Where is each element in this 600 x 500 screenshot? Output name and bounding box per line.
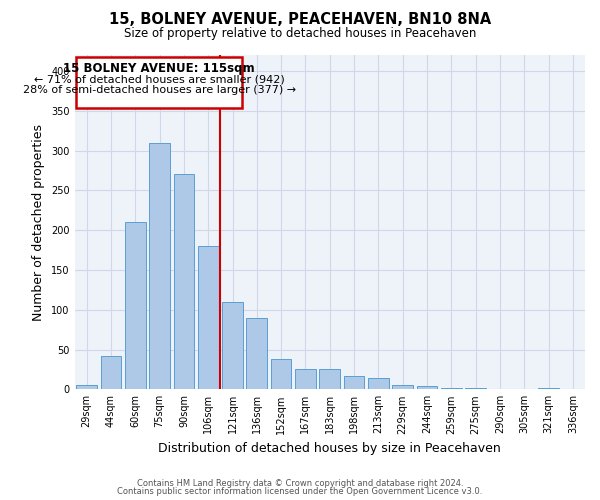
Text: 28% of semi-detached houses are larger (377) →: 28% of semi-detached houses are larger (… bbox=[23, 85, 296, 95]
Y-axis label: Number of detached properties: Number of detached properties bbox=[32, 124, 46, 320]
Bar bbox=[271, 359, 292, 390]
Bar bbox=[416, 386, 437, 390]
Bar bbox=[392, 384, 413, 390]
Bar bbox=[198, 246, 218, 390]
X-axis label: Distribution of detached houses by size in Peacehaven: Distribution of detached houses by size … bbox=[158, 442, 501, 455]
Bar bbox=[538, 388, 559, 390]
Text: 15, BOLNEY AVENUE, PEACEHAVEN, BN10 8NA: 15, BOLNEY AVENUE, PEACEHAVEN, BN10 8NA bbox=[109, 12, 491, 28]
Bar bbox=[76, 386, 97, 390]
Bar bbox=[441, 388, 461, 390]
Text: 15 BOLNEY AVENUE: 115sqm: 15 BOLNEY AVENUE: 115sqm bbox=[63, 62, 255, 75]
Bar bbox=[247, 318, 267, 390]
Bar bbox=[563, 388, 583, 390]
Bar bbox=[222, 302, 243, 390]
Bar bbox=[173, 174, 194, 390]
Text: Size of property relative to detached houses in Peacehaven: Size of property relative to detached ho… bbox=[124, 28, 476, 40]
Bar bbox=[101, 356, 121, 390]
FancyBboxPatch shape bbox=[76, 56, 242, 108]
Bar bbox=[465, 388, 486, 390]
Bar bbox=[149, 142, 170, 390]
Bar bbox=[490, 388, 510, 390]
Text: Contains HM Land Registry data © Crown copyright and database right 2024.: Contains HM Land Registry data © Crown c… bbox=[137, 478, 463, 488]
Text: ← 71% of detached houses are smaller (942): ← 71% of detached houses are smaller (94… bbox=[34, 74, 284, 84]
Text: Contains public sector information licensed under the Open Government Licence v3: Contains public sector information licen… bbox=[118, 487, 482, 496]
Bar bbox=[319, 368, 340, 390]
Bar bbox=[368, 378, 389, 390]
Bar bbox=[344, 376, 364, 390]
Bar bbox=[295, 370, 316, 390]
Bar bbox=[125, 222, 146, 390]
